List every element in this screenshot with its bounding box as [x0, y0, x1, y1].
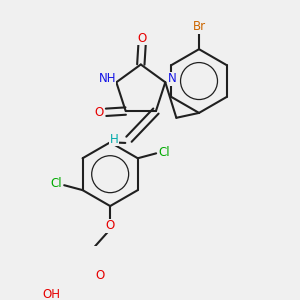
Text: O: O [106, 219, 115, 232]
Text: Br: Br [193, 20, 206, 33]
Text: N: N [168, 72, 177, 85]
Text: Cl: Cl [50, 178, 62, 190]
Text: O: O [96, 269, 105, 282]
Text: O: O [94, 106, 103, 119]
Text: O: O [137, 32, 147, 45]
Text: Cl: Cl [158, 146, 170, 159]
Text: NH: NH [98, 72, 116, 85]
Text: OH: OH [42, 288, 60, 300]
Text: H: H [110, 133, 118, 146]
